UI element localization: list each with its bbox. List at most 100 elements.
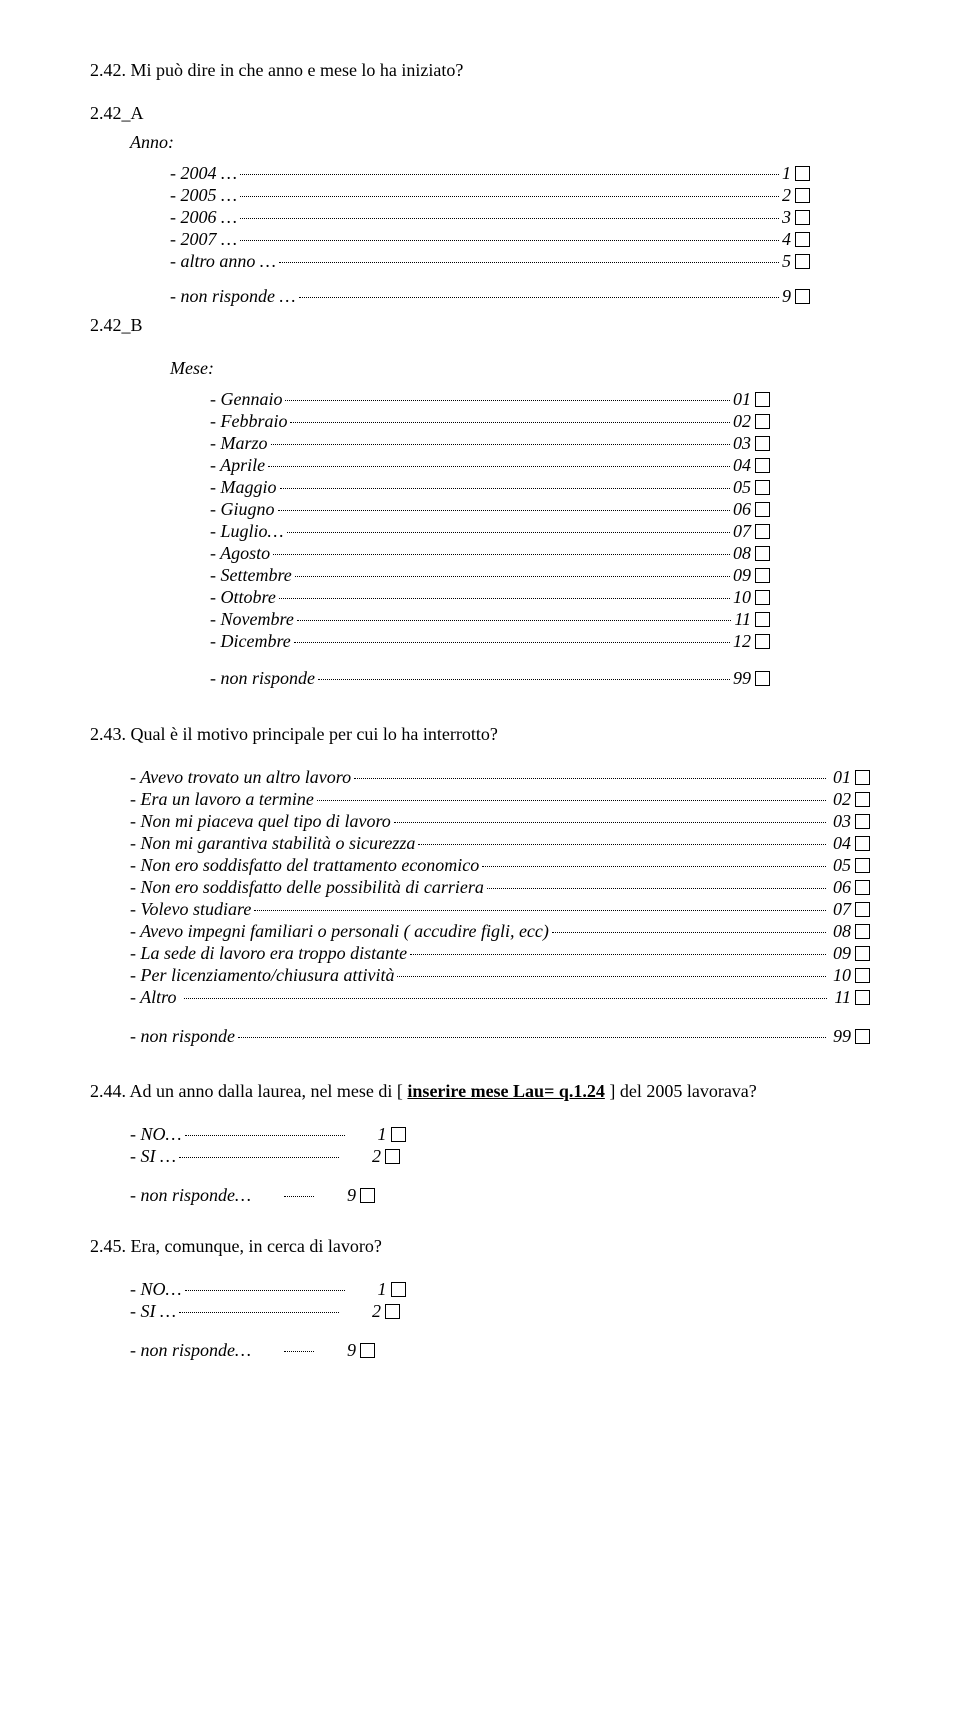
option-number: 05 bbox=[733, 477, 751, 498]
option-number: 2 bbox=[782, 185, 791, 206]
option-row: - Febbraio02 bbox=[210, 411, 770, 432]
option-row: - altro anno …5 bbox=[170, 251, 810, 272]
q244-options: - NO…1- SI …2 bbox=[130, 1124, 530, 1167]
checkbox[interactable] bbox=[855, 924, 870, 939]
option-number: 9 bbox=[347, 1340, 356, 1361]
checkbox[interactable] bbox=[855, 770, 870, 785]
option-label: - Volevo studiare bbox=[130, 899, 251, 920]
option-number: 07 bbox=[829, 899, 852, 920]
checkbox[interactable] bbox=[755, 414, 770, 429]
dot-leader bbox=[268, 466, 730, 467]
checkbox[interactable] bbox=[755, 612, 770, 627]
q242a-options: - 2004 …1- 2005 …2- 2006 …3- 2007 …4- al… bbox=[170, 163, 810, 272]
option-number: 10 bbox=[829, 965, 852, 986]
option-row: - Altro 11 bbox=[130, 987, 870, 1008]
checkbox[interactable] bbox=[360, 1343, 375, 1358]
dot-leader bbox=[418, 844, 825, 845]
checkbox[interactable] bbox=[795, 232, 810, 247]
dot-leader bbox=[279, 262, 779, 263]
checkbox[interactable] bbox=[391, 1282, 406, 1297]
dot-leader bbox=[184, 998, 827, 999]
option-row: - Non ero soddisfatto del trattamento ec… bbox=[130, 855, 870, 876]
option-label: - 2007 … bbox=[170, 229, 237, 250]
checkbox[interactable] bbox=[755, 524, 770, 539]
option-label: - Ottobre bbox=[210, 587, 276, 608]
option-row: - NO…1 bbox=[130, 1124, 530, 1145]
checkbox[interactable] bbox=[755, 546, 770, 561]
option-number: 99 bbox=[733, 668, 751, 689]
q244-num: 2.44. bbox=[90, 1081, 126, 1101]
checkbox[interactable] bbox=[755, 590, 770, 605]
option-number: 9 bbox=[782, 286, 791, 307]
checkbox[interactable] bbox=[855, 858, 870, 873]
q245-text: Era, comunque, in cerca di lavoro? bbox=[126, 1236, 382, 1256]
checkbox[interactable] bbox=[855, 990, 870, 1005]
checkbox[interactable] bbox=[755, 436, 770, 451]
option-row: - Maggio05 bbox=[210, 477, 770, 498]
option-number: 4 bbox=[782, 229, 791, 250]
dot-leader bbox=[278, 510, 731, 511]
checkbox[interactable] bbox=[855, 902, 870, 917]
option-row: - Aprile04 bbox=[210, 455, 770, 476]
option-label: - SI … bbox=[130, 1146, 176, 1167]
checkbox[interactable] bbox=[755, 458, 770, 473]
option-row: - Marzo03 bbox=[210, 433, 770, 454]
checkbox[interactable] bbox=[855, 792, 870, 807]
q244-post: ] del 2005 lavorava? bbox=[605, 1081, 757, 1101]
option-row: - 2004 …1 bbox=[170, 163, 810, 184]
checkbox[interactable] bbox=[855, 880, 870, 895]
checkbox[interactable] bbox=[755, 634, 770, 649]
option-label: - 2006 … bbox=[170, 207, 237, 228]
dot-leader bbox=[179, 1157, 339, 1158]
checkbox[interactable] bbox=[855, 968, 870, 983]
option-label: - Luglio… bbox=[210, 521, 284, 542]
option-row: - Agosto08 bbox=[210, 543, 770, 564]
option-row: - La sede di lavoro era troppo distante … bbox=[130, 943, 870, 964]
option-label: - non risponde bbox=[210, 668, 315, 689]
checkbox[interactable] bbox=[795, 166, 810, 181]
checkbox[interactable] bbox=[855, 814, 870, 829]
option-label: - Giugno bbox=[210, 499, 275, 520]
dot-leader bbox=[179, 1312, 339, 1313]
option-number: 11 bbox=[830, 987, 851, 1008]
q243-nonrisponde: - non risponde 99 bbox=[130, 1026, 870, 1047]
checkbox[interactable] bbox=[385, 1304, 400, 1319]
q243-num: 2.43. bbox=[90, 724, 126, 744]
checkbox[interactable] bbox=[795, 254, 810, 269]
dot-leader bbox=[295, 576, 730, 577]
checkbox[interactable] bbox=[855, 946, 870, 961]
q242b-sub: Mese: bbox=[170, 358, 870, 379]
q243-title: 2.43. Qual è il motivo principale per cu… bbox=[90, 724, 870, 745]
checkbox[interactable] bbox=[755, 671, 770, 686]
q244-nonrisponde: - non risponde… 9 bbox=[130, 1185, 530, 1206]
dot-leader bbox=[552, 932, 826, 933]
checkbox[interactable] bbox=[755, 392, 770, 407]
dot-leader bbox=[240, 174, 779, 175]
option-label: - Non mi piaceva quel tipo di lavoro bbox=[130, 811, 391, 832]
q242a-sub: Anno: bbox=[130, 132, 870, 153]
dot-leader bbox=[280, 488, 731, 489]
option-number: 1 bbox=[378, 1279, 387, 1300]
option-number: 99 bbox=[829, 1026, 852, 1047]
checkbox[interactable] bbox=[795, 210, 810, 225]
option-number: 09 bbox=[733, 565, 751, 586]
dot-leader bbox=[294, 642, 730, 643]
checkbox[interactable] bbox=[855, 836, 870, 851]
checkbox[interactable] bbox=[391, 1127, 406, 1142]
q244-underlined: inserire mese Lau= q.1.24 bbox=[407, 1081, 604, 1101]
checkbox[interactable] bbox=[755, 502, 770, 517]
checkbox[interactable] bbox=[360, 1188, 375, 1203]
checkbox[interactable] bbox=[855, 1029, 870, 1044]
option-label: - Non mi garantiva stabilità o sicurezza bbox=[130, 833, 415, 854]
checkbox[interactable] bbox=[795, 188, 810, 203]
option-label: - 2004 … bbox=[170, 163, 237, 184]
checkbox[interactable] bbox=[755, 480, 770, 495]
dot-leader bbox=[271, 444, 731, 445]
dot-leader bbox=[284, 1351, 314, 1352]
checkbox[interactable] bbox=[795, 289, 810, 304]
checkbox[interactable] bbox=[755, 568, 770, 583]
q242b-label: 2.42_B bbox=[90, 315, 870, 336]
checkbox[interactable] bbox=[385, 1149, 400, 1164]
option-label: - Marzo bbox=[210, 433, 268, 454]
option-row: - Gennaio01 bbox=[210, 389, 770, 410]
